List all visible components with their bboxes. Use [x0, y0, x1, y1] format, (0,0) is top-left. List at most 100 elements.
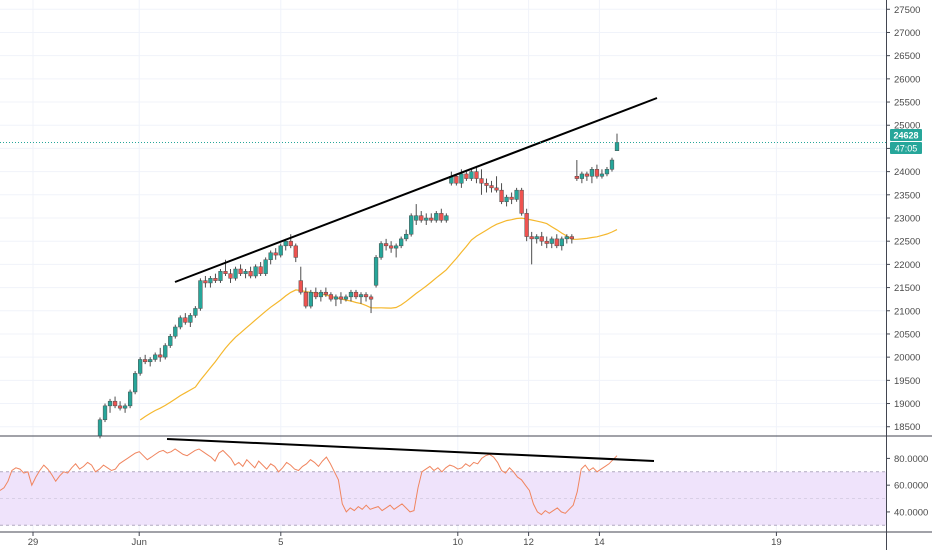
price-tick-label: 24000 — [894, 167, 920, 178]
candle-body — [122, 405, 128, 409]
price-tick-label: 25000 — [894, 121, 920, 132]
moving-average — [139, 217, 618, 421]
price-tick-label: 20000 — [894, 353, 920, 364]
candle-body — [504, 196, 509, 203]
candle-body — [544, 240, 549, 244]
candle-body — [414, 215, 419, 221]
candle-body — [323, 291, 329, 295]
candle-body — [223, 271, 228, 274]
price-tick-label: 20500 — [894, 329, 920, 340]
candle-body — [574, 176, 579, 179]
candle-body — [208, 278, 213, 284]
price-tick-label: 21000 — [894, 306, 920, 317]
candle-body — [383, 243, 389, 247]
candle-body — [579, 173, 584, 179]
candle-body — [258, 266, 263, 274]
candle-body — [263, 259, 268, 274]
candle-body — [97, 419, 103, 437]
candles[interactable] — [97, 133, 620, 439]
candle-body — [143, 359, 148, 363]
price-tick-label: 21500 — [894, 283, 920, 294]
candle-body — [273, 252, 278, 256]
candle-body — [454, 176, 459, 184]
countdown-label: 47:05 — [895, 144, 918, 154]
candle-body — [564, 236, 569, 240]
candle-body — [594, 169, 600, 177]
candle-body — [524, 213, 529, 237]
candle-body — [604, 169, 610, 175]
candle-body — [474, 171, 479, 179]
candle-body — [514, 189, 519, 200]
candle-body — [394, 245, 399, 249]
trendlines[interactable] — [166, 97, 658, 462]
candle-body — [203, 280, 208, 284]
price-tick-label: 19500 — [894, 376, 920, 387]
candle-body — [419, 215, 424, 221]
time-tick-label: 5 — [278, 537, 283, 548]
grid — [0, 0, 886, 532]
candle-body — [378, 243, 384, 258]
candle-body — [153, 354, 158, 360]
price-resistance-trendline[interactable] — [174, 97, 658, 283]
candle-body — [404, 233, 409, 240]
countdown-badge — [890, 142, 922, 154]
candle-body — [584, 173, 590, 177]
candle-body — [429, 217, 434, 221]
candle-body — [238, 268, 243, 274]
candle-body — [459, 173, 464, 184]
price-tick-label: 23500 — [894, 190, 920, 201]
rsi-tick-label: 80.0000 — [894, 454, 928, 465]
candle-body — [399, 238, 404, 247]
candle-body — [353, 291, 359, 298]
candle-body — [213, 278, 218, 281]
price-badges: 24628 47:05 — [890, 129, 922, 154]
moving-average-line — [139, 217, 618, 421]
candle-body — [534, 236, 539, 240]
last-price-badge — [890, 129, 922, 141]
rsi-trendline[interactable] — [166, 438, 655, 462]
price-tick-label: 26500 — [894, 51, 920, 62]
candle-body — [318, 291, 323, 298]
rsi-tick-label: 60.0000 — [894, 481, 928, 492]
candle-body — [168, 336, 173, 346]
price-tick-label: 18500 — [894, 422, 920, 433]
candle-body — [288, 240, 293, 247]
candle-body — [338, 296, 344, 300]
time-tick-label: 19 — [771, 537, 782, 548]
time-tick-label: 14 — [594, 537, 605, 548]
candle-body — [193, 308, 198, 316]
candle-body — [173, 326, 178, 337]
candle-body — [313, 291, 318, 298]
candle-body — [127, 391, 133, 407]
candle-body — [218, 271, 223, 281]
price-tick-label: 23000 — [894, 214, 920, 225]
candle-body — [609, 159, 615, 170]
rsi-line — [0, 448, 618, 516]
candle-body — [188, 315, 193, 323]
candle-body — [148, 359, 153, 363]
candle-body — [112, 400, 118, 407]
rsi-band — [0, 471, 886, 526]
candle-body — [464, 173, 469, 179]
candle-body — [228, 273, 233, 279]
candle-body — [489, 185, 494, 189]
candle-body — [243, 271, 248, 274]
candle-body — [303, 291, 308, 307]
last-price-label: 24628 — [893, 131, 918, 141]
candle-body — [519, 189, 524, 214]
candle-body — [559, 238, 564, 247]
candle-body — [469, 171, 474, 179]
candle-body — [233, 268, 238, 279]
price-tick-label: 22500 — [894, 237, 920, 248]
candle-body — [434, 213, 439, 221]
candle-body — [599, 173, 605, 177]
candle-body — [444, 215, 449, 221]
price-tick-label: 19000 — [894, 399, 920, 410]
price-tick-label: 27000 — [894, 28, 920, 39]
candle-body — [268, 252, 273, 260]
candle-body — [409, 215, 414, 235]
candle-body — [589, 169, 595, 177]
candle-body — [529, 236, 534, 240]
